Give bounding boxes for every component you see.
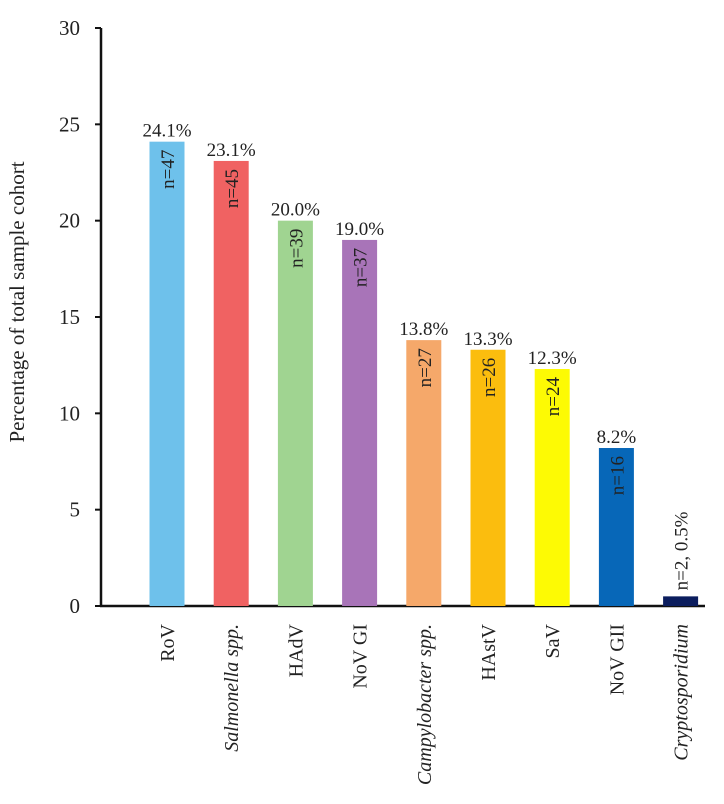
bar-count-label: n=26 <box>479 358 500 397</box>
bar-percent-label: 13.8% <box>399 319 448 340</box>
bar <box>149 141 185 606</box>
bars <box>149 141 699 606</box>
bar-percent-label: 8.2% <box>597 427 637 448</box>
y-tick-label: 30 <box>59 16 80 40</box>
bar <box>663 596 699 606</box>
bar-percent-label: 19.0% <box>335 219 384 240</box>
bar-count-label: n=37 <box>351 248 372 287</box>
bar <box>342 239 378 606</box>
bar-percent-label: 23.1% <box>207 140 256 161</box>
x-category-label: HAdV <box>285 623 307 677</box>
bar-percent-label: 13.3% <box>463 329 512 350</box>
x-category-label: NoV GI <box>350 624 372 689</box>
bar <box>406 340 442 606</box>
y-tick-label: 25 <box>59 112 80 136</box>
bar <box>213 160 249 606</box>
bar-count-label: n=16 <box>607 456 628 495</box>
bar <box>598 448 634 606</box>
bar-count-label: n=39 <box>286 229 307 268</box>
x-category-label: Salmonella spp. <box>221 624 243 752</box>
x-category-label: RoV <box>157 623 179 661</box>
y-axis-title: Percentage of total sample cohort <box>5 161 29 442</box>
bar-percent-label: 12.3% <box>528 348 577 369</box>
bar-labels: 24.1% n=47 23.1% n=45 20.0% n=39 19.0% n=37 13.8… <box>142 121 692 591</box>
bar-count-label: n=27 <box>415 348 436 387</box>
x-category-label: Cryptosporidium <box>671 624 693 761</box>
y-tick-label: 0 <box>70 594 81 618</box>
x-category-label: NoV GII <box>606 624 628 695</box>
bar <box>277 220 313 606</box>
bar-percent-label: 24.1% <box>142 121 191 142</box>
category-labels: RoV Salmonella spp. HAdV NoV GI Campylobacte… <box>157 623 693 785</box>
y-axis: 0 5 10 15 20 25 30 <box>59 16 705 618</box>
bar-count-label: n=47 <box>158 150 179 189</box>
bar <box>470 349 506 606</box>
bar-count-label: n=45 <box>222 169 243 208</box>
y-tick-label: 20 <box>59 209 80 233</box>
y-tick-label: 10 <box>59 401 80 425</box>
bar-count-label: n=2, 0.5% <box>672 511 693 590</box>
bar <box>534 369 570 606</box>
y-tick-label: 5 <box>70 498 81 522</box>
y-tick-label: 15 <box>59 305 80 329</box>
x-category-label: HAstV <box>478 623 500 680</box>
bar-percent-label: 20.0% <box>271 200 320 221</box>
bar-count-label: n=24 <box>543 377 564 417</box>
x-category-label: SaV <box>542 623 564 658</box>
x-category-label: Campylobacter spp. <box>414 624 436 785</box>
